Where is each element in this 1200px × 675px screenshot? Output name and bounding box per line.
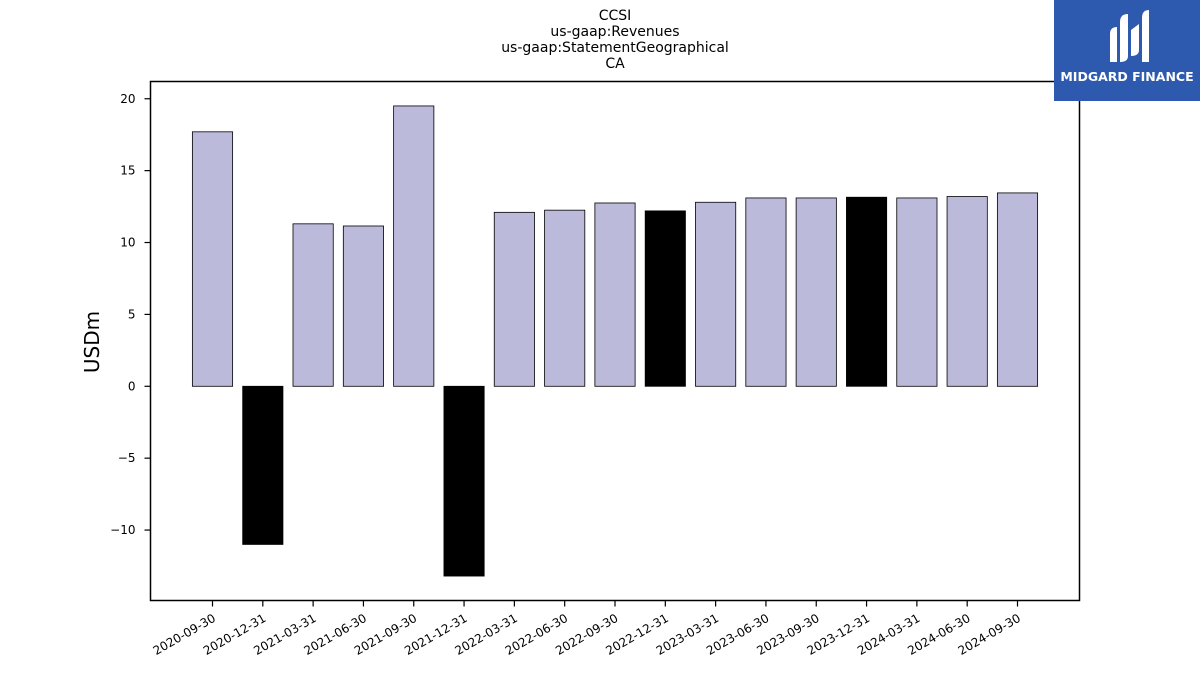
- bar-2024-09-30: [996, 192, 1039, 387]
- bar-2020-12-31: [242, 385, 284, 545]
- title-line: us-gaap:Revenues: [550, 24, 679, 40]
- title-line: us-gaap:StatementGeographical: [501, 40, 729, 56]
- bar-2020-09-30: [191, 131, 234, 387]
- bar-2023-06-30: [745, 197, 787, 387]
- bar-2022-06-30: [544, 209, 586, 387]
- bar-2022-03-31: [493, 211, 535, 387]
- y-tick-label: 10: [120, 236, 135, 250]
- title-line: CA: [605, 56, 625, 72]
- bar-2024-06-30: [946, 196, 988, 387]
- title-line: CCSI: [599, 8, 632, 24]
- y-axis-label: USDm: [80, 311, 104, 373]
- y-tick-label: −10: [110, 523, 135, 537]
- y-axis: −10 −5 0 5 10 15 20: [110, 92, 151, 537]
- bar-2021-09-30: [393, 105, 435, 387]
- bar-2024-03-31: [896, 197, 938, 387]
- bar-2021-03-31: [292, 223, 334, 387]
- bar-2023-03-31: [695, 201, 737, 387]
- midgard-finance-logo: MIDGARD FINANCE: [1054, 0, 1200, 101]
- logo-text: MIDGARD FINANCE: [1060, 69, 1194, 84]
- y-tick-label: 20: [120, 92, 135, 106]
- y-tick-label: 15: [120, 164, 135, 178]
- logo-mark-icon: [1110, 10, 1149, 62]
- chart-title: CCSIus-gaap:Revenuesus-gaap:StatementGeo…: [501, 8, 729, 72]
- bar-2022-12-31: [644, 210, 686, 387]
- bar-2023-12-31: [846, 196, 888, 387]
- y-tick-label: 5: [128, 307, 136, 321]
- bars: [191, 105, 1039, 577]
- bar-2021-12-31: [443, 385, 485, 577]
- y-tick-label: −5: [118, 451, 136, 465]
- bar-2022-09-30: [594, 202, 636, 387]
- bar-2023-09-30: [795, 197, 837, 387]
- plot-frame: [149, 80, 1081, 602]
- bar-2021-06-30: [342, 225, 384, 387]
- y-tick-label: 0: [128, 379, 136, 393]
- x-axis: 2020-09-302020-12-312021-03-312021-06-30…: [151, 600, 1023, 658]
